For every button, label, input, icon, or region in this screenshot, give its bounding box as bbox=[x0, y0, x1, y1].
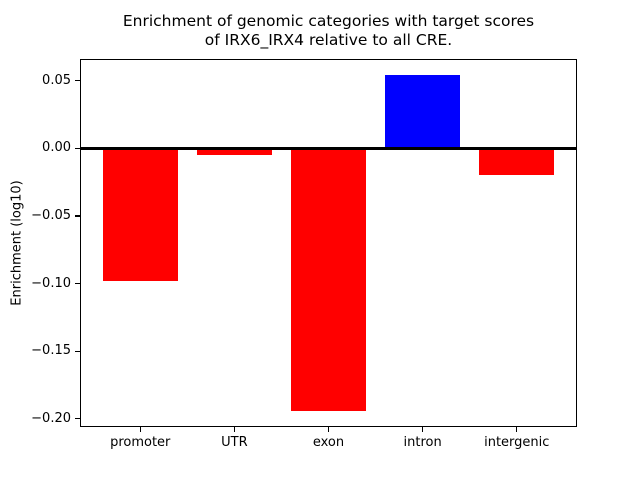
y-tick-mark bbox=[75, 418, 80, 420]
y-tick-label: −0.10 bbox=[31, 275, 71, 291]
chart-title: Enrichment of genomic categories with ta… bbox=[80, 12, 577, 50]
x-tick-label-promoter: promoter bbox=[110, 435, 171, 450]
y-tick-label: −0.05 bbox=[31, 207, 71, 223]
chart-title-line1: Enrichment of genomic categories with ta… bbox=[122, 12, 535, 30]
zero-line bbox=[80, 146, 577, 150]
x-tick-mark bbox=[233, 427, 235, 432]
y-tick-mark bbox=[75, 282, 80, 285]
x-tick-mark bbox=[516, 427, 518, 432]
bar-exon bbox=[290, 148, 367, 411]
bar-promoter bbox=[102, 148, 178, 281]
x-tick-label-intron: intron bbox=[403, 435, 442, 450]
y-tick-label: −0.20 bbox=[31, 410, 71, 426]
x-tick-label-exon: exon bbox=[312, 435, 345, 450]
bar-UTR bbox=[196, 148, 273, 156]
y-tick-mark bbox=[75, 215, 80, 217]
y-tick-mark bbox=[75, 147, 80, 149]
x-tick-label-UTR: UTR bbox=[221, 435, 248, 450]
plot-area bbox=[80, 59, 577, 427]
chart-title-line2: of IRX6_IRX4 relative to all CRE. bbox=[204, 30, 453, 49]
x-tick-mark bbox=[422, 427, 424, 432]
bar-intron bbox=[384, 75, 461, 149]
y-tick-label: −0.15 bbox=[31, 343, 71, 359]
y-tick-label: 0.00 bbox=[42, 140, 71, 156]
bar-intergenic bbox=[479, 148, 555, 176]
y-tick-label: 0.05 bbox=[42, 72, 71, 88]
x-tick-mark bbox=[327, 427, 330, 432]
x-tick-mark bbox=[139, 427, 141, 432]
y-tick-mark bbox=[75, 350, 80, 352]
y-tick-mark bbox=[75, 80, 80, 82]
x-tick-label-intergenic: intergenic bbox=[484, 435, 550, 450]
